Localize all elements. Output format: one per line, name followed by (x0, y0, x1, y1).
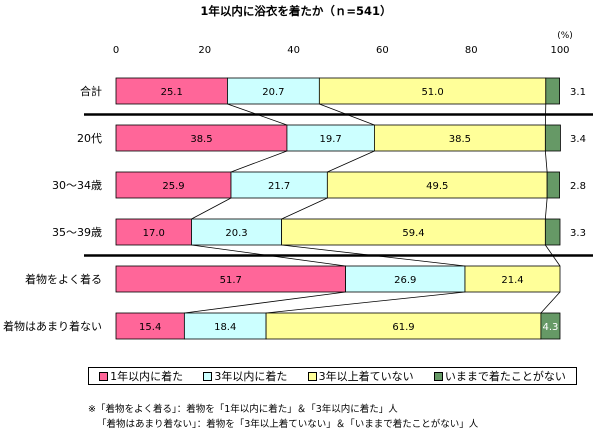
bar-segment (540, 312, 561, 340)
data-label: 20.7 (262, 87, 284, 98)
connector-line (544, 150, 548, 173)
category-label: 20代 (77, 132, 102, 145)
data-label: 38.5 (449, 134, 471, 145)
connector-line (327, 150, 375, 173)
legend-label: 3年以上着ていない (318, 370, 414, 383)
category-label: 35～39歳 (52, 226, 102, 239)
category-label: 着物はあまり着ない (3, 319, 102, 333)
connector-line (281, 197, 328, 220)
x-tick-label: 20 (198, 45, 211, 56)
legend-item: 3年以上着ていない (307, 368, 414, 384)
data-label: 3.1 (570, 87, 586, 98)
connector-line (191, 244, 346, 267)
bar-segment (374, 124, 546, 152)
bar-segment (281, 218, 546, 246)
category-label: 合計 (80, 84, 102, 98)
bar-segment (227, 77, 320, 105)
x-tick-label: 60 (376, 45, 389, 56)
data-label: 18.4 (214, 322, 236, 333)
bar-segment (115, 265, 346, 293)
bars-layer: 25.1 20.7 51.0 38.5 19.7 38.5 25.9 21.7 49.5 17.0… (115, 77, 561, 340)
unit-label: (%) (557, 31, 573, 41)
legend: 1年以内に着た 3年以内に着た 3年以上着ていない いままで着たことがない (88, 367, 577, 385)
legend-label: いままで着たことがない (444, 370, 566, 383)
data-label: 25.9 (162, 181, 184, 192)
data-label: 21.7 (268, 181, 290, 192)
legend-swatch (307, 371, 317, 381)
data-label: 49.5 (426, 181, 448, 192)
chart-title: 1年以内に浴衣を着たか（ｎ=541） (200, 4, 391, 18)
bar-segment (318, 77, 547, 105)
legend-item: いままで着たことがない (433, 368, 566, 384)
data-label: 51.7 (220, 275, 242, 286)
data-label: 3.4 (570, 134, 586, 145)
data-label: 19.7 (320, 134, 342, 145)
legend-item: 1年以内に着た (99, 368, 183, 384)
connector-line (544, 197, 548, 220)
connector-line (184, 291, 346, 314)
connector-line (545, 244, 561, 267)
data-label: 2.8 (570, 181, 586, 192)
data-label: 38.5 (190, 134, 212, 145)
bar-segment (191, 218, 283, 246)
connector-line (230, 150, 288, 173)
data-label: 59.4 (402, 228, 424, 239)
connector-line (281, 244, 466, 267)
bar-segment (286, 124, 375, 152)
x-axis-ticks: 0 20 40 60 80 100 (113, 45, 570, 56)
footnotes: ※「着物をよく着る」：着物を「1年以内に着た」＆「3年以内に着た」人 「着物はあ… (88, 402, 478, 432)
footnote-line: 「着物はあまり着ない」：着物を「3年以上着ていない」＆「いままで着たことがない」… (97, 419, 479, 430)
legend-swatch (203, 371, 213, 381)
bar-segment (546, 171, 560, 199)
bar-segment (115, 124, 288, 152)
bar-segment (326, 171, 548, 199)
data-label: 4.3 (543, 322, 559, 333)
data-label: 21.4 (501, 275, 523, 286)
x-tick-label: 80 (465, 45, 478, 56)
connector-line (227, 103, 288, 126)
bar-segment (183, 312, 267, 340)
connector-line (319, 103, 375, 126)
connector-lines (184, 103, 561, 314)
bar-segment (115, 171, 232, 199)
outside-value-labels: 3.1 3.4 2.8 3.3 (570, 87, 586, 239)
legend-swatch (99, 371, 109, 381)
data-label: 3.3 (570, 228, 586, 239)
connector-line (191, 197, 232, 220)
x-tick-label: 0 (113, 45, 119, 56)
x-tick-label: 100 (550, 45, 569, 56)
legend-label: 1年以内に着た (110, 370, 184, 383)
category-label: 着物をよく着る (25, 272, 102, 286)
bar-segment (265, 312, 542, 340)
legend-label: 3年以内に着た (214, 370, 288, 383)
data-label: 15.4 (139, 322, 161, 333)
data-label: 51.0 (421, 87, 443, 98)
data-label: 20.3 (225, 228, 247, 239)
footnote-line: ※「着物をよく着る」：着物を「1年以内に着た」＆「3年以内に着た」人 (88, 404, 398, 415)
category-label: 30～34歳 (52, 179, 102, 192)
bar-segment (345, 265, 466, 293)
data-label: 61.9 (392, 322, 414, 333)
connector-line (540, 291, 561, 314)
data-label: 25.1 (161, 87, 183, 98)
data-label: 26.9 (394, 275, 416, 286)
bar-segment (544, 218, 561, 246)
bar-segment (464, 265, 561, 293)
bar-segment (230, 171, 328, 199)
bar-segment (115, 218, 192, 246)
legend-item: 3年以内に着た (203, 368, 287, 384)
connector-line (266, 291, 466, 314)
data-label: 17.0 (143, 228, 165, 239)
bar-segment (545, 77, 560, 105)
bar-segment (544, 124, 561, 152)
x-tick-label: 40 (287, 45, 300, 56)
legend-swatch (433, 371, 443, 381)
bar-segment (115, 312, 185, 340)
group-separators (84, 113, 593, 257)
